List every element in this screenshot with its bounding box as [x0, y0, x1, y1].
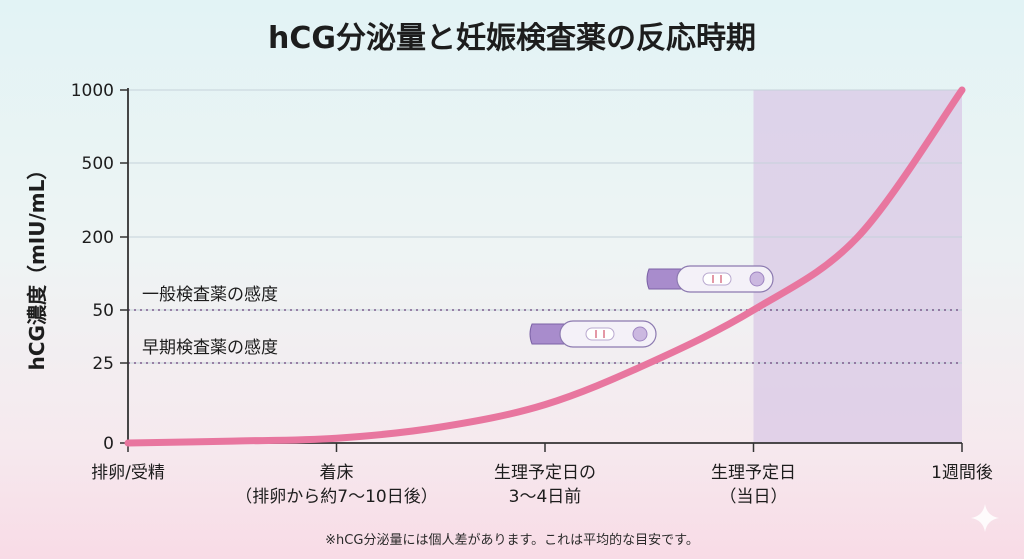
x-tick-label: 生理予定日の 3〜4日前	[494, 463, 596, 507]
y-tick-label: 25	[92, 354, 114, 374]
x-tick-label-line: 1週間後	[931, 463, 993, 483]
sparkle-icon	[971, 504, 999, 532]
y-tick-label: 200	[82, 228, 114, 248]
x-tick-label: 1週間後	[931, 463, 993, 483]
hcg-curve	[124, 86, 966, 447]
chart-title: hCG分泌量と妊娠検査薬の反応時期	[268, 21, 756, 56]
x-tick-label-line: （当日）	[720, 487, 788, 507]
x-tick-label-line: 排卵/受精	[91, 463, 165, 483]
footnote: ※hCG分泌量には個人差があります。これは平均的な目安です。	[325, 532, 699, 548]
stick-window	[702, 272, 732, 286]
x-tick-label-line: 着床	[320, 463, 354, 483]
stick-window	[585, 327, 615, 341]
stick-result-circle	[749, 271, 765, 287]
threshold-label: 一般検査薬の感度	[142, 285, 278, 305]
y-tick-label: 500	[82, 154, 114, 174]
x-tick-label-line: 生理予定日	[711, 463, 796, 483]
y-tick-label: 50	[92, 301, 114, 321]
x-tick-label: 排卵/受精	[91, 463, 165, 483]
x-tick-label: 生理予定日 （当日）	[711, 463, 796, 507]
stick-cap	[529, 323, 565, 345]
y-tick-label: 0	[103, 434, 114, 454]
test-stick-icon	[646, 265, 774, 293]
x-tick-label-line: 3〜4日前	[509, 487, 582, 507]
threshold-label: 早期検査薬の感度	[142, 338, 278, 358]
x-tick-label-line: （排卵から約7〜10日後）	[235, 487, 437, 507]
test-stick-icon	[529, 320, 657, 348]
stick-result-circle	[632, 326, 648, 342]
stick-cap	[646, 268, 682, 290]
y-axis-label: hCG濃度（mIU/mL）	[25, 160, 49, 371]
x-tick-label: 着床 （排卵から約7〜10日後）	[235, 463, 437, 507]
x-tick-label-line: 生理予定日の	[494, 463, 596, 483]
y-tick-label: 1000	[71, 81, 114, 101]
